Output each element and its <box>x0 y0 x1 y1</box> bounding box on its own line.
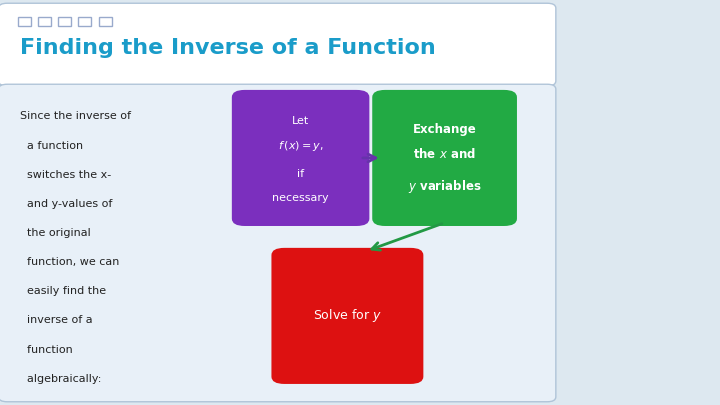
FancyBboxPatch shape <box>372 90 517 226</box>
Text: function, we can: function, we can <box>20 257 120 267</box>
FancyBboxPatch shape <box>271 248 423 384</box>
FancyBboxPatch shape <box>0 3 556 86</box>
Text: Solve for $y$: Solve for $y$ <box>313 307 382 324</box>
Text: easily find the: easily find the <box>20 286 107 296</box>
Text: and y-values of: and y-values of <box>20 199 112 209</box>
Text: inverse of a: inverse of a <box>20 315 93 326</box>
Text: the $x$ and: the $x$ and <box>413 147 476 161</box>
Text: necessary: necessary <box>272 194 329 203</box>
Text: Finding the Inverse of a Function: Finding the Inverse of a Function <box>20 38 436 58</box>
Text: Exchange: Exchange <box>413 123 477 136</box>
FancyBboxPatch shape <box>232 90 369 226</box>
Text: algebraically:: algebraically: <box>20 374 102 384</box>
FancyBboxPatch shape <box>0 84 556 402</box>
Text: switches the x-: switches the x- <box>20 170 112 180</box>
Text: Since the inverse of: Since the inverse of <box>20 111 131 122</box>
Text: Let: Let <box>292 117 309 126</box>
Text: the original: the original <box>20 228 91 238</box>
Text: a function: a function <box>20 141 84 151</box>
Text: $y$ variables: $y$ variables <box>408 178 482 195</box>
Text: $f\,(x) = y,$: $f\,(x) = y,$ <box>278 139 323 153</box>
Text: if: if <box>297 169 304 179</box>
Text: function: function <box>20 345 73 355</box>
